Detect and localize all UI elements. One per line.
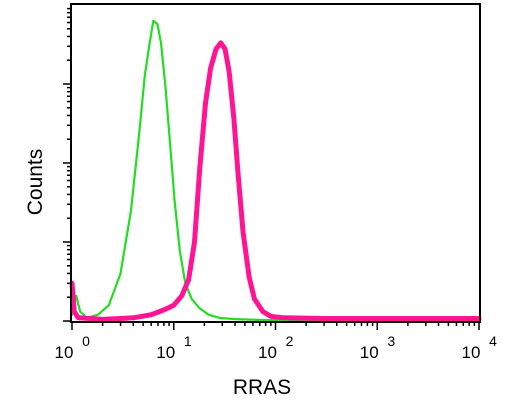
histogram-series-2 xyxy=(69,40,482,322)
x-axis-label: RRAS xyxy=(233,376,291,399)
x-tick-label-base: 10 xyxy=(55,343,74,362)
x-tick-label-base: 10 xyxy=(462,343,481,362)
x-tick-label-base: 10 xyxy=(258,343,277,362)
histogram-series xyxy=(69,19,482,322)
x-tick-label-exponent: 0 xyxy=(82,333,90,349)
plot-frame xyxy=(70,3,481,323)
x-tick-label-base: 10 xyxy=(360,343,379,362)
y-axis-label: Counts xyxy=(24,149,47,216)
x-tick-label-exponent: 2 xyxy=(286,333,294,349)
x-tick-label-exponent: 4 xyxy=(489,333,497,349)
histogram-series-1 xyxy=(70,19,481,322)
x-tick-label-exponent: 3 xyxy=(387,333,395,349)
x-axis-tick-labels: 10 0 10 1 10 2 10 3 10 4 xyxy=(55,333,498,362)
x-tick-label-base: 10 xyxy=(156,343,175,362)
x-tick-label-exponent: 1 xyxy=(184,333,192,349)
